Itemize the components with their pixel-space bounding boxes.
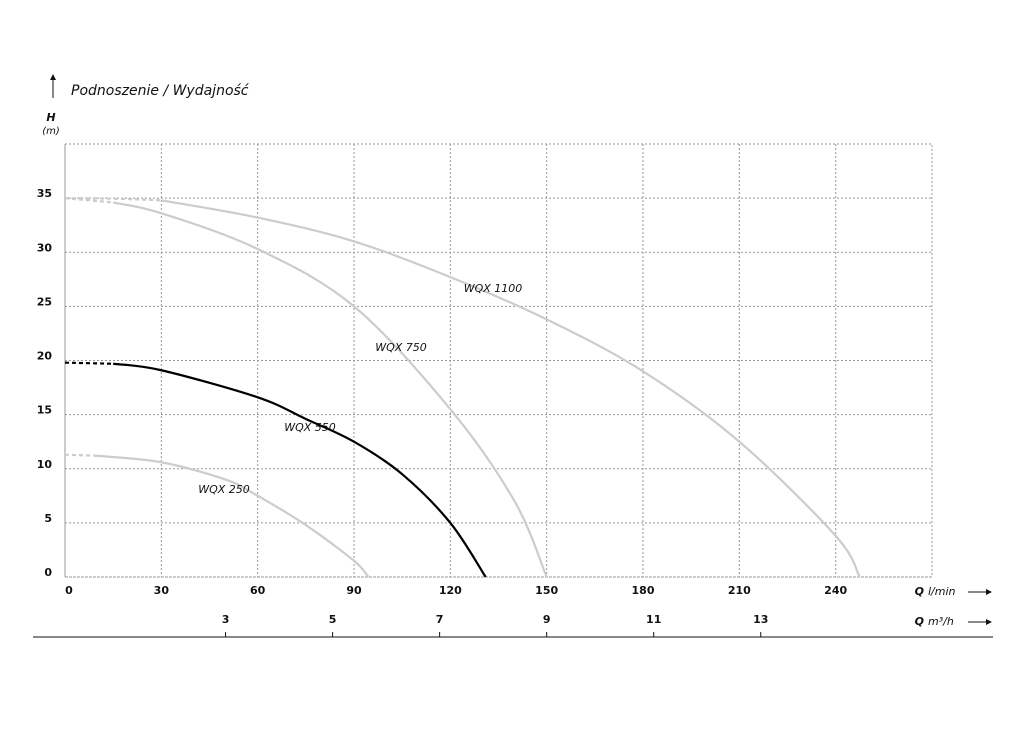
curve-label: WQX 750 — [375, 341, 427, 354]
x2-tick-label: 3 — [222, 613, 230, 626]
y-tick-label: 5 — [44, 512, 52, 525]
curve — [112, 201, 548, 578]
x2-arrow-head — [986, 619, 992, 625]
x-tick-label: 150 — [535, 584, 558, 597]
x2-tick-label: 5 — [329, 613, 337, 626]
x-tick-label: 60 — [250, 584, 266, 597]
curve — [161, 199, 861, 578]
curve — [64, 361, 114, 365]
x-tick-label: 180 — [632, 584, 655, 597]
curve-label: WQX 550 — [284, 421, 336, 434]
y-tick-label: 25 — [37, 295, 52, 308]
x2-tick-label: 13 — [753, 613, 768, 626]
x-tick-label: 0 — [65, 584, 73, 597]
x-tick-label: 120 — [439, 584, 462, 597]
x2-label-symbol: Q — [915, 615, 924, 628]
y-tick-label: 10 — [37, 458, 53, 471]
y-tick-label: 15 — [37, 404, 52, 417]
y-arrow-head — [50, 74, 56, 80]
x-tick-label: 240 — [824, 584, 847, 597]
x2-tick-label: 7 — [436, 613, 444, 626]
curve-label: WQX 1100 — [464, 282, 523, 295]
x-tick-label: 30 — [154, 584, 170, 597]
y-tick-label: 0 — [44, 566, 52, 579]
x2-label-unit: m³/h — [928, 615, 954, 628]
chart-title: Podnoszenie / Wydajność — [71, 83, 250, 99]
curve — [64, 453, 98, 457]
y-tick-label: 30 — [37, 241, 53, 254]
x-arrow-head — [986, 589, 992, 595]
curve — [97, 454, 370, 578]
x-label-symbol: Q — [915, 585, 924, 598]
y-label-symbol: H — [46, 111, 55, 124]
x-label-unit: l/min — [928, 585, 956, 598]
x-tick-label: 210 — [728, 584, 751, 597]
x2-tick-label: 11 — [646, 613, 661, 626]
curve-label: WQX 250 — [198, 483, 250, 496]
curve — [64, 197, 114, 204]
y-label-unit: (m) — [42, 126, 60, 137]
y-tick-label: 35 — [37, 187, 52, 200]
curve — [113, 362, 487, 578]
x2-tick-label: 9 — [543, 613, 551, 626]
x-tick-label: 90 — [346, 584, 362, 597]
y-tick-label: 20 — [37, 350, 53, 363]
